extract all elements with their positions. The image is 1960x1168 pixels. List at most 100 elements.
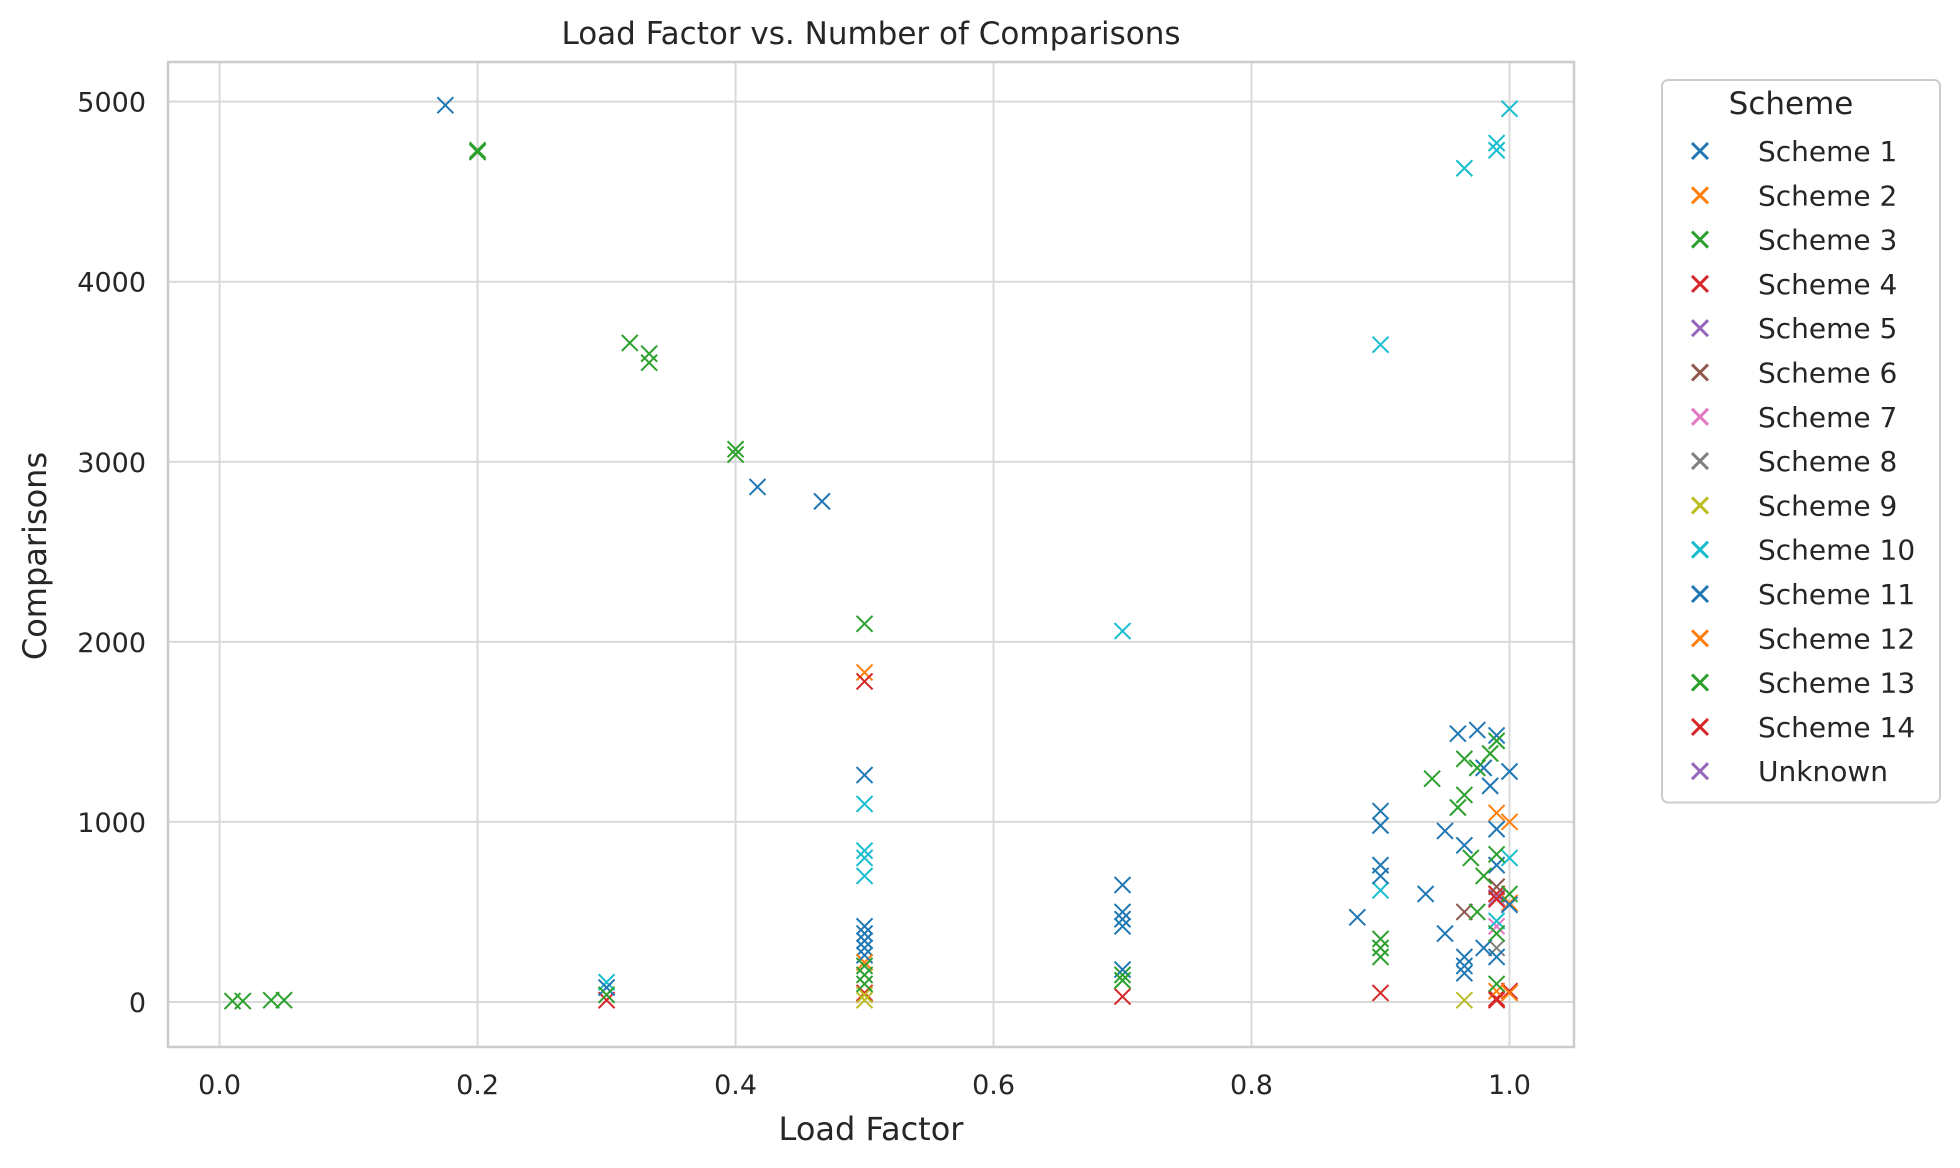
point-9-10 [1487, 134, 1506, 152]
point-6-0 [1487, 917, 1506, 936]
legend-title: Scheme [1729, 86, 1854, 122]
legend-marker-8 [1690, 496, 1710, 515]
point-0-1 [855, 766, 874, 784]
point-12-5 [855, 975, 874, 993]
legend-marker-14 [1690, 762, 1710, 781]
legend-label-3: Scheme 4 [1758, 268, 1897, 301]
legend-marker-2 [1690, 230, 1710, 249]
plot-background [168, 62, 1574, 1047]
point-13-0 [1487, 890, 1506, 909]
point-8-0 [855, 991, 874, 1009]
point-10-9 [1348, 908, 1367, 927]
chart-title: Load Factor vs. Number of Comparisons [561, 16, 1180, 52]
point-1-1 [855, 953, 874, 972]
point-10-15 [1455, 948, 1474, 966]
point-0-4 [1113, 876, 1132, 894]
point-12-15 [1487, 924, 1506, 943]
point-2-8 [855, 615, 874, 633]
point-0-11 [1475, 759, 1493, 777]
series-12 [234, 750, 1519, 1010]
point-0-9 [1455, 957, 1474, 975]
y-axis-label: Comparisons [16, 452, 54, 660]
point-0-12 [1487, 726, 1506, 745]
legend-marker-7 [1690, 452, 1710, 471]
point-12-10 [1455, 750, 1474, 768]
point-7-0 [1487, 939, 1506, 957]
point-10-12 [1416, 885, 1435, 903]
legend-marker-5 [1690, 363, 1710, 382]
point-10-18 [1481, 777, 1499, 795]
point-10-0 [748, 478, 767, 496]
point-5-0 [1455, 903, 1474, 921]
point-2-3 [621, 334, 639, 352]
point-0-15 [1449, 724, 1467, 743]
legend-marker-12 [1690, 673, 1710, 692]
point-9-3 [855, 849, 874, 867]
x-tick-label-5: 1.0 [1488, 1070, 1531, 1101]
y-tick-label-3: 3000 [77, 448, 146, 479]
point-10-7 [1113, 917, 1132, 936]
series-13 [1487, 890, 1506, 1009]
point-12-17 [1500, 885, 1519, 903]
point-9-0 [597, 973, 616, 991]
point-0-0 [436, 96, 455, 114]
point-3-5 [1487, 989, 1506, 1008]
point-2-16 [1487, 732, 1506, 750]
point-2-11 [1371, 939, 1390, 957]
point-9-4 [855, 867, 874, 885]
point-10-13 [1436, 822, 1454, 840]
x-tick-label-1: 0.2 [456, 1070, 499, 1101]
point-10-5 [597, 978, 616, 997]
legend-marker-9 [1690, 540, 1710, 559]
point-2-15 [1481, 744, 1499, 763]
legend-marker-11 [1690, 629, 1710, 648]
legend-marker-13 [1690, 717, 1710, 736]
point-2-5 [640, 354, 658, 372]
x-tick-label-4: 0.8 [1230, 1070, 1273, 1101]
point-12-16 [1487, 975, 1506, 993]
point-2-13 [1455, 786, 1474, 804]
series-9 [597, 100, 1519, 991]
point-11-1 [1500, 984, 1519, 1002]
legend-label-12: Scheme 13 [1758, 667, 1915, 700]
legend-label-1: Scheme 2 [1758, 179, 1897, 212]
point-3-7 [1500, 982, 1519, 1000]
point-10-6 [1113, 910, 1132, 928]
point-2-9 [855, 966, 874, 984]
y-tick-label-1: 1000 [77, 808, 146, 839]
legend-label-9: Scheme 10 [1758, 534, 1915, 567]
point-1-0 [855, 663, 874, 682]
legend-marker-0 [1690, 141, 1710, 161]
y-tick-label-5: 5000 [77, 88, 146, 119]
point-0-8 [1455, 836, 1474, 855]
series-7 [1487, 939, 1506, 957]
point-12-11 [1462, 849, 1480, 867]
series-2 [223, 141, 1506, 1010]
series-8 [855, 986, 1474, 1009]
legend-label-13: Scheme 14 [1758, 711, 1915, 744]
point-9-8 [1455, 159, 1474, 177]
point-9-2 [855, 842, 874, 860]
point-1-2 [1487, 804, 1506, 822]
point-12-14 [1487, 845, 1506, 864]
legend-label-5: Scheme 6 [1758, 357, 1897, 390]
point-12-0 [234, 992, 252, 1010]
point-0-10 [1468, 721, 1486, 739]
y-tick-label-2: 2000 [77, 628, 146, 659]
legend-marker-10 [1690, 584, 1710, 604]
point-2-7 [726, 445, 745, 464]
point-9-6 [1371, 336, 1390, 354]
data-points [223, 96, 1519, 1010]
point-3-6 [1487, 885, 1506, 903]
point-12-9 [1449, 798, 1467, 817]
point-2-1 [468, 143, 487, 161]
legend-label-10: Scheme 11 [1758, 578, 1915, 611]
point-12-3 [597, 986, 616, 1004]
legend-label-7: Scheme 8 [1758, 445, 1897, 478]
point-0-3 [855, 939, 874, 957]
series-3 [597, 672, 1519, 1009]
point-3-4 [1371, 984, 1390, 1002]
point-2-2 [468, 141, 487, 159]
